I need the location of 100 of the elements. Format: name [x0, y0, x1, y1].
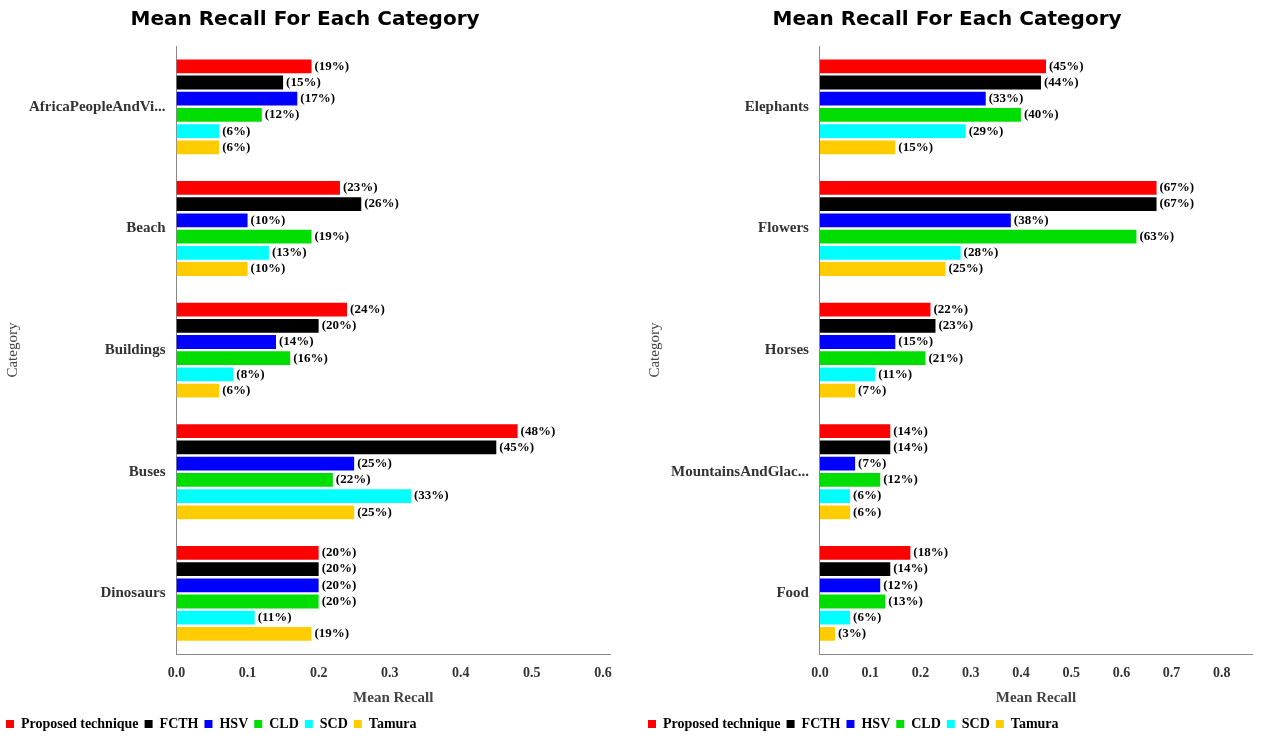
- bar: [819, 75, 1041, 90]
- data-label: (15%): [898, 138, 933, 154]
- y-axis-title: Category: [3, 322, 20, 378]
- bar: [819, 318, 936, 333]
- data-label: (7%): [858, 454, 887, 470]
- legend-label: Proposed technique: [663, 715, 781, 731]
- data-label: (20%): [321, 592, 357, 608]
- bar: [819, 456, 856, 471]
- legend-label: Tamura: [368, 715, 417, 731]
- bar: [819, 262, 946, 276]
- legend-label: CLD: [269, 715, 299, 731]
- data-label: (6%): [853, 503, 882, 519]
- data-label: (28%): [963, 244, 999, 260]
- bar: [176, 367, 234, 382]
- data-label: (23%): [938, 317, 974, 333]
- x-axis-title: Mean Recall: [353, 688, 434, 705]
- y-tick-label: Food: [776, 584, 810, 601]
- data-label: (19%): [314, 57, 350, 73]
- x-tick-label: 0.3: [380, 665, 399, 681]
- bar: [176, 302, 348, 317]
- data-label: (48%): [520, 422, 556, 438]
- bar: [176, 472, 333, 487]
- bar: [176, 610, 255, 625]
- x-tick-label: 0.4: [452, 665, 470, 681]
- x-tick-label: 0.3: [961, 665, 980, 681]
- y-tick-label: Buses: [128, 462, 166, 479]
- data-label: (22%): [933, 300, 969, 316]
- x-tick-label: 0.1: [238, 665, 257, 681]
- data-label: (12%): [883, 576, 918, 592]
- legend-label: FCTH: [801, 715, 841, 731]
- data-label: (25%): [948, 260, 984, 276]
- bar: [176, 124, 220, 139]
- bar: [819, 181, 1157, 195]
- data-label: (13%): [888, 592, 923, 608]
- data-label: (14%): [893, 422, 928, 438]
- bar: [176, 335, 276, 349]
- bar: [819, 245, 961, 260]
- bar: [176, 140, 220, 155]
- x-tick-label: 0.0: [167, 665, 186, 681]
- data-label: (67%): [1159, 195, 1195, 211]
- x-tick-label: 0.0: [811, 665, 829, 681]
- bar: [819, 545, 911, 560]
- data-label: (21%): [928, 349, 964, 365]
- bar: [176, 456, 355, 471]
- bar: [819, 489, 851, 503]
- y-tick-label: Flowers: [758, 219, 810, 236]
- data-label: (14%): [279, 333, 314, 349]
- bar: [819, 594, 886, 609]
- data-label: (6%): [222, 138, 251, 154]
- legend-label: Tamura: [1010, 715, 1059, 731]
- data-label: (17%): [300, 90, 335, 106]
- data-label: (45%): [499, 438, 534, 454]
- bar: [819, 472, 881, 487]
- bar: [176, 545, 319, 560]
- data-label: (33%): [414, 487, 449, 503]
- data-label: (15%): [286, 73, 321, 89]
- bar: [176, 245, 269, 260]
- data-label: (14%): [893, 560, 928, 576]
- bar: [176, 505, 355, 520]
- data-label: (7%): [858, 382, 887, 398]
- data-label: (6%): [853, 609, 882, 625]
- bar: [819, 610, 851, 625]
- legend-label: Proposed technique: [21, 715, 139, 731]
- data-label: (18%): [913, 544, 949, 560]
- data-label: (12%): [883, 471, 918, 487]
- chart-title: Mean Recall For Each Category: [130, 6, 480, 31]
- y-tick-label: Dinosaurs: [100, 584, 166, 601]
- x-tick-label: 0.6: [1112, 665, 1131, 681]
- data-label: (6%): [853, 487, 882, 503]
- bar: [819, 383, 856, 398]
- data-label: (20%): [321, 317, 357, 333]
- data-label: (29%): [968, 122, 1004, 138]
- bar: [819, 562, 891, 576]
- x-tick-label: 0.5: [523, 665, 541, 681]
- bar: [819, 213, 1011, 228]
- data-label: (40%): [1023, 106, 1059, 122]
- data-label: (67%): [1159, 179, 1195, 195]
- x-tick-label: 0.7: [1162, 665, 1181, 681]
- data-label: (19%): [314, 625, 350, 641]
- data-label: (33%): [988, 90, 1024, 106]
- data-label: (6%): [222, 382, 251, 398]
- y-tick-label: Elephants: [744, 97, 810, 114]
- bar: [819, 335, 896, 349]
- y-tick-label: Buildings: [104, 340, 166, 357]
- bar: [819, 367, 876, 382]
- y-tick-label: MountainsAndGlac...: [670, 462, 810, 479]
- x-tick-label: 0.5: [1062, 665, 1080, 681]
- data-label: (12%): [264, 106, 300, 122]
- legend-label: SCD: [319, 715, 348, 731]
- bar: [819, 59, 1047, 74]
- data-label: (8%): [236, 365, 265, 381]
- bar: [176, 351, 291, 366]
- data-label: (13%): [271, 244, 307, 260]
- data-label: (6%): [222, 122, 251, 138]
- bar: [176, 75, 284, 90]
- data-label: (10%): [250, 211, 286, 227]
- data-label: (38%): [1013, 211, 1049, 227]
- data-label: (25%): [357, 503, 392, 519]
- data-label: (3%): [838, 625, 867, 641]
- bar: [176, 440, 497, 455]
